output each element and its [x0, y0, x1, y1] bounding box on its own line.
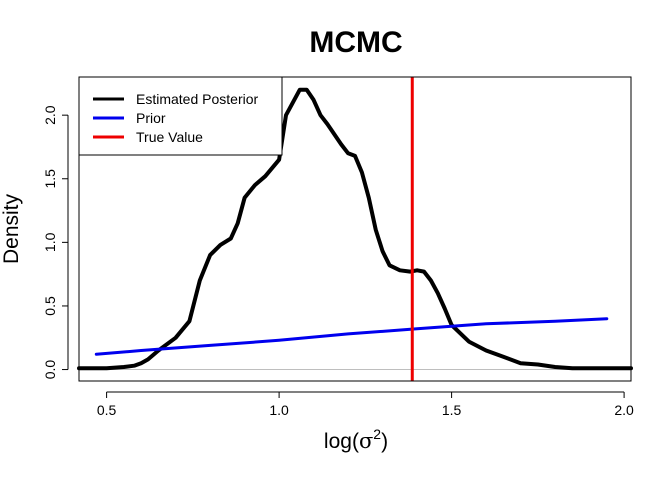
- legend-box: [78, 76, 283, 156]
- axes: 0.5 1.0 1.5 2.0 0.0 0.5 1.0 1.5 2.0: [42, 105, 634, 418]
- x-axis-label-text: log: [324, 430, 352, 453]
- y-tick-label: 1.5: [42, 169, 58, 189]
- legend-label-estimated-posterior: Estimated Posterior: [136, 91, 258, 107]
- plot-frame: [78, 76, 632, 382]
- y-tick-label: 2.0: [42, 105, 58, 125]
- x-axis-label-close-paren: ): [381, 430, 388, 453]
- x-axis-label-superscript: 2: [373, 426, 381, 442]
- x-tick-label: 2.0: [614, 402, 634, 418]
- legend: Estimated Posterior Prior True Value: [78, 76, 283, 156]
- x-tick-label: 0.5: [97, 402, 117, 418]
- x-tick-label: 1.5: [442, 402, 462, 418]
- y-tick-label: 0.5: [42, 296, 58, 316]
- series-line-prior: [94, 317, 609, 356]
- x-axis-label-open-paren: (: [352, 430, 359, 453]
- chart-title: MCMC: [309, 26, 402, 59]
- legend-label-prior: Prior: [136, 110, 166, 126]
- y-tick-label: 1.0: [42, 232, 58, 252]
- legend-label-true-value: True Value: [136, 129, 203, 145]
- y-axis-label: Density: [0, 193, 23, 264]
- plot-area: [77, 77, 633, 381]
- x-axis-label-symbol: σ: [359, 429, 373, 453]
- x-tick-label: 1.0: [269, 402, 289, 418]
- x-axis-label: log(σ2): [324, 426, 388, 453]
- series-line-estimated-posterior: [77, 87, 633, 371]
- y-tick-label: 0.0: [42, 360, 58, 380]
